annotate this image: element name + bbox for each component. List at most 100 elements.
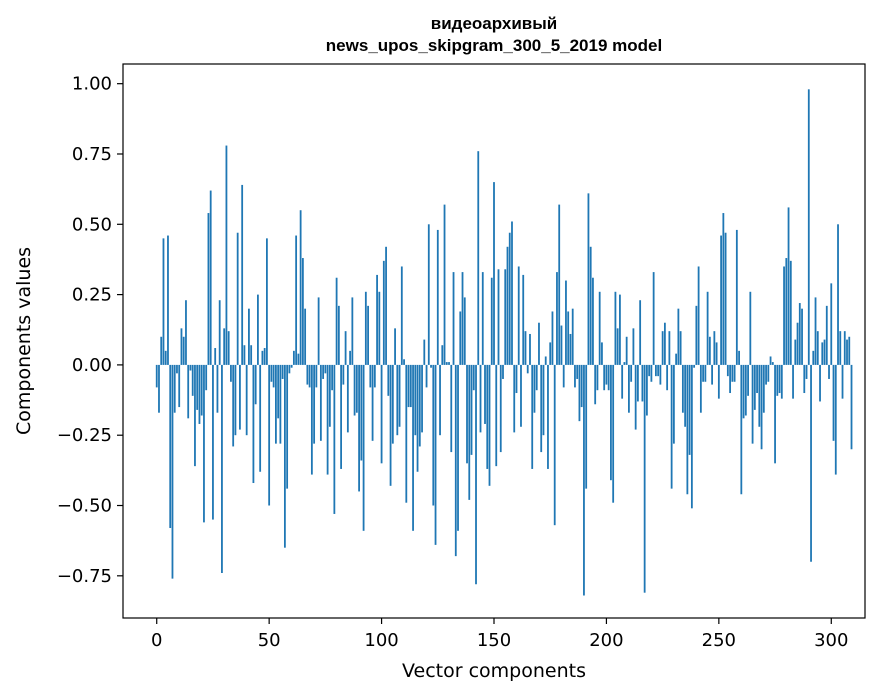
bar-series — [155, 89, 853, 596]
bar-37 — [239, 364, 241, 430]
y-axis-ticks: 1.00 0.75 0.50 0.25 0.00 −0.25 −0.50 −0.75 — [57, 74, 123, 587]
bar-143 — [477, 151, 480, 365]
x-tick-label: 200 — [589, 630, 623, 651]
bar-195 — [594, 364, 597, 405]
bar-172 — [542, 364, 545, 436]
y-tick-label: 0.50 — [72, 214, 112, 235]
bar-81 — [337, 305, 340, 365]
bar-139 — [468, 364, 471, 500]
bar-207 — [621, 364, 624, 399]
bar-128 — [443, 204, 446, 365]
x-tick-label: 250 — [702, 630, 736, 651]
bar-14 — [187, 364, 190, 419]
bar-294 — [816, 331, 819, 365]
x-axis-label: Vector components — [402, 660, 586, 682]
bar-112 — [407, 364, 410, 408]
bar-209 — [625, 336, 628, 365]
bar-269 — [760, 364, 763, 450]
bar-44 — [254, 364, 257, 405]
bar-206 — [619, 294, 621, 365]
chart-title-line-2: news_upos_skipgram_300_5_2019 model — [326, 36, 662, 55]
bar-126 — [439, 364, 441, 436]
bar-230 — [672, 364, 675, 444]
bar-285 — [796, 322, 799, 365]
x-tick-label: 0 — [151, 630, 162, 651]
bar-217 — [643, 364, 646, 593]
bar-56 — [281, 364, 284, 379]
bar-227 — [666, 364, 669, 391]
bar-158 — [511, 221, 513, 365]
bar-104 — [389, 364, 392, 486]
bar-58 — [286, 364, 289, 489]
bar-103 — [387, 364, 390, 396]
y-tick-label: −0.75 — [57, 566, 112, 587]
bar-117 — [418, 364, 421, 447]
bar-267 — [756, 364, 758, 394]
bar-45 — [257, 294, 259, 365]
bar-41 — [248, 308, 250, 365]
bar-113 — [409, 364, 412, 408]
bar-307 — [846, 339, 848, 365]
bar-178 — [556, 272, 558, 365]
bar-111 — [405, 364, 408, 503]
bar-231 — [675, 353, 678, 365]
bar-238 — [690, 364, 693, 509]
bar-61 — [292, 350, 295, 365]
bar-179 — [558, 204, 561, 365]
bar-286 — [798, 303, 801, 365]
bar-255 — [729, 364, 731, 394]
bar-170 — [538, 322, 540, 365]
bar-75 — [324, 364, 327, 374]
plot-frame — [122, 63, 866, 619]
bar-47 — [261, 350, 264, 365]
bar-173 — [544, 356, 547, 365]
bar-110 — [403, 359, 405, 365]
bar-34 — [232, 364, 235, 447]
bar-281 — [787, 207, 790, 365]
bar-264 — [749, 291, 752, 365]
x-tick-label: 150 — [477, 630, 511, 651]
bar-260 — [740, 364, 743, 495]
bar-284 — [794, 339, 797, 365]
y-axis-label: Components values — [13, 247, 35, 435]
bar-309 — [850, 364, 853, 450]
bar-89 — [355, 364, 358, 413]
bar-225 — [661, 331, 664, 365]
bar-94 — [367, 305, 369, 365]
bar-65 — [301, 258, 304, 365]
bar-73 — [319, 364, 322, 441]
bar-214 — [637, 364, 639, 402]
bar-187 — [576, 364, 579, 379]
bar-43 — [252, 364, 255, 484]
bar-55 — [279, 364, 282, 444]
bar-5 — [167, 235, 169, 365]
bar-141 — [472, 364, 475, 391]
bar-216 — [641, 364, 644, 402]
bar-256 — [731, 364, 734, 382]
bar-296 — [821, 342, 824, 365]
bar-3 — [162, 238, 165, 365]
bar-275 — [774, 364, 776, 464]
bar-79 — [333, 364, 336, 514]
bar-38 — [241, 184, 244, 365]
bar-69 — [310, 364, 313, 475]
bar-148 — [488, 364, 491, 486]
bar-78 — [331, 364, 334, 391]
x-tick-label: 50 — [258, 630, 281, 651]
bar-52 — [272, 364, 275, 388]
bar-226 — [663, 322, 666, 365]
bar-162 — [520, 364, 522, 427]
bar-35 — [234, 364, 237, 436]
bar-149 — [490, 277, 493, 365]
bar-196 — [596, 364, 599, 391]
bar-10 — [178, 364, 181, 408]
bar-249 — [715, 342, 718, 365]
bar-183 — [567, 311, 570, 365]
bar-177 — [553, 364, 556, 526]
bar-240 — [695, 305, 698, 365]
bar-279 — [783, 266, 785, 365]
bar-228 — [668, 331, 671, 365]
bar-95 — [369, 364, 372, 388]
bar-123 — [432, 364, 435, 506]
